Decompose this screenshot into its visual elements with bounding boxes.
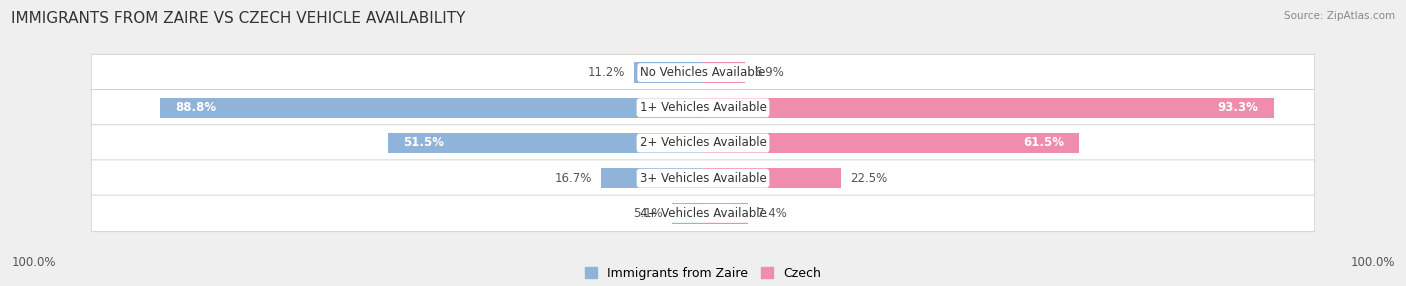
Text: 6.9%: 6.9% [755, 66, 785, 79]
Text: 100.0%: 100.0% [11, 256, 56, 269]
Text: 100.0%: 100.0% [1350, 256, 1395, 269]
Text: 16.7%: 16.7% [554, 172, 592, 185]
Text: 5.1%: 5.1% [633, 207, 662, 220]
Text: 7.4%: 7.4% [758, 207, 787, 220]
FancyBboxPatch shape [91, 54, 1315, 91]
FancyBboxPatch shape [91, 160, 1315, 196]
Text: 11.2%: 11.2% [588, 66, 626, 79]
Text: 61.5%: 61.5% [1022, 136, 1064, 150]
Text: 2+ Vehicles Available: 2+ Vehicles Available [640, 136, 766, 150]
Text: 51.5%: 51.5% [404, 136, 444, 150]
Text: 93.3%: 93.3% [1218, 101, 1258, 114]
Bar [388, 133, 703, 153]
FancyBboxPatch shape [91, 195, 1315, 232]
Text: 1+ Vehicles Available: 1+ Vehicles Available [640, 101, 766, 114]
Bar [600, 168, 703, 188]
Text: 88.8%: 88.8% [176, 101, 217, 114]
FancyBboxPatch shape [91, 125, 1315, 161]
Legend: Immigrants from Zaire, Czech: Immigrants from Zaire, Czech [585, 267, 821, 280]
Bar [703, 98, 1274, 118]
Text: 4+ Vehicles Available: 4+ Vehicles Available [640, 207, 766, 220]
Bar [703, 203, 748, 224]
Bar [703, 168, 841, 188]
Text: No Vehicles Available: No Vehicles Available [640, 66, 766, 79]
Bar [703, 133, 1080, 153]
Text: 22.5%: 22.5% [849, 172, 887, 185]
Bar [703, 62, 745, 83]
Bar [160, 98, 703, 118]
FancyBboxPatch shape [91, 90, 1315, 126]
Text: 3+ Vehicles Available: 3+ Vehicles Available [640, 172, 766, 185]
Text: Source: ZipAtlas.com: Source: ZipAtlas.com [1284, 11, 1395, 21]
Bar [672, 203, 703, 224]
Bar [634, 62, 703, 83]
Text: IMMIGRANTS FROM ZAIRE VS CZECH VEHICLE AVAILABILITY: IMMIGRANTS FROM ZAIRE VS CZECH VEHICLE A… [11, 11, 465, 26]
